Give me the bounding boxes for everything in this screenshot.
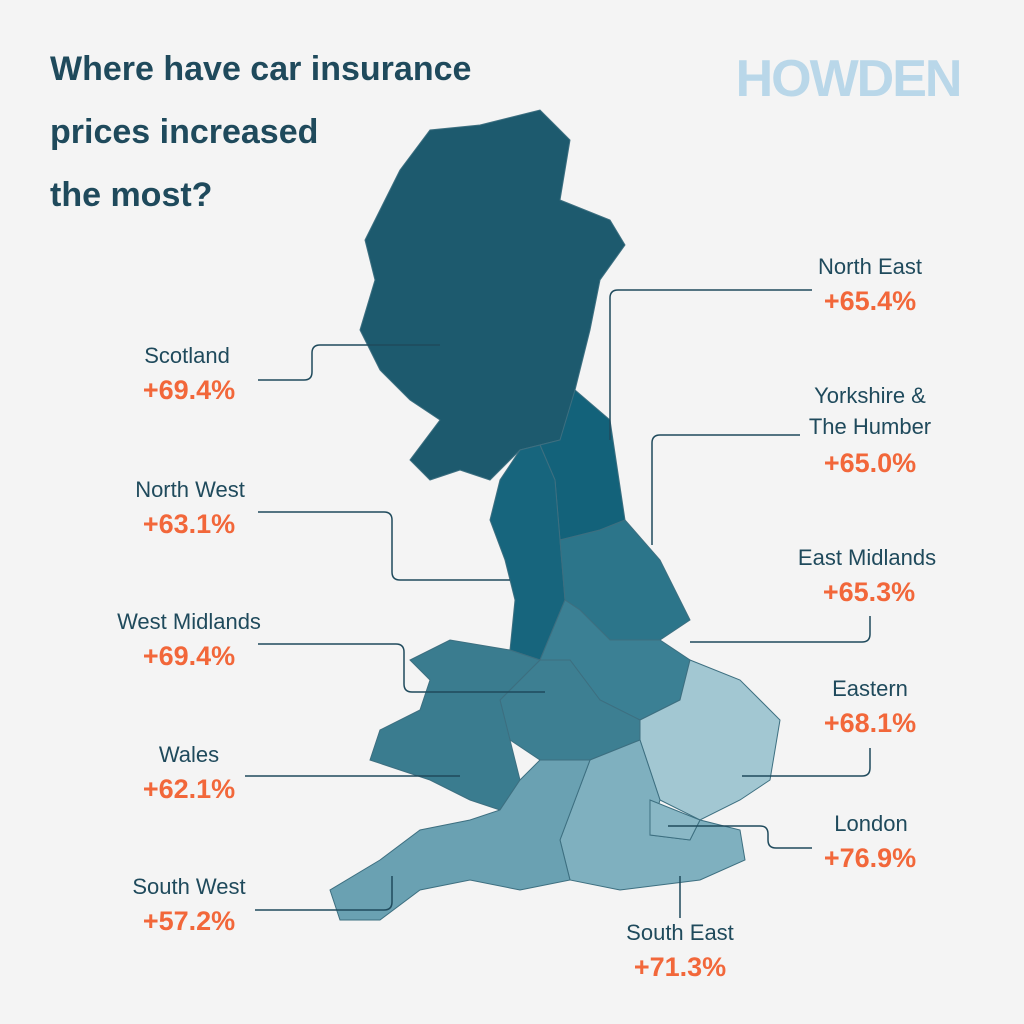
region-value: +62.1% bbox=[143, 774, 235, 804]
connector bbox=[651, 434, 800, 545]
region-name: East Midlands bbox=[798, 545, 936, 570]
region-name: Wales bbox=[159, 742, 219, 767]
title-line: prices increased bbox=[50, 113, 318, 151]
region-london bbox=[649, 799, 701, 841]
title-line: the most? bbox=[50, 176, 212, 214]
connector bbox=[255, 876, 393, 911]
region-value: +65.3% bbox=[823, 577, 915, 607]
region-name: North West bbox=[135, 477, 245, 502]
region-value: +65.4% bbox=[824, 286, 916, 316]
connector bbox=[258, 344, 440, 381]
region-value: +69.4% bbox=[143, 375, 235, 405]
region-name: South East bbox=[626, 920, 734, 945]
region-value: +57.2% bbox=[143, 906, 235, 936]
region-name: London bbox=[834, 811, 907, 836]
connector bbox=[609, 289, 812, 440]
region-value: +76.9% bbox=[824, 843, 916, 873]
connector bbox=[668, 825, 812, 849]
region-north-west bbox=[489, 444, 566, 661]
connector bbox=[690, 616, 871, 643]
connectors bbox=[245, 289, 871, 918]
region-value: +68.1% bbox=[824, 708, 916, 738]
connector bbox=[258, 643, 545, 693]
region-name: North East bbox=[818, 254, 922, 279]
title-line: Where have car insurance bbox=[50, 50, 471, 88]
region-value: +71.3% bbox=[634, 952, 726, 982]
region-value: +69.4% bbox=[143, 641, 235, 671]
map bbox=[329, 109, 781, 921]
region-name: South West bbox=[132, 874, 245, 899]
region-wales bbox=[369, 639, 541, 811]
region-south-west bbox=[329, 759, 591, 921]
region-name: The Humber bbox=[809, 414, 931, 439]
connector bbox=[258, 511, 510, 581]
region-name: Eastern bbox=[832, 676, 908, 701]
region-name: Scotland bbox=[144, 343, 230, 368]
region-value: +63.1% bbox=[143, 509, 235, 539]
region-name: West Midlands bbox=[117, 609, 261, 634]
connector bbox=[742, 748, 871, 777]
logo: HOWDEN bbox=[736, 50, 961, 108]
region-name: Yorkshire & bbox=[814, 383, 926, 408]
region-value: +65.0% bbox=[824, 448, 916, 478]
